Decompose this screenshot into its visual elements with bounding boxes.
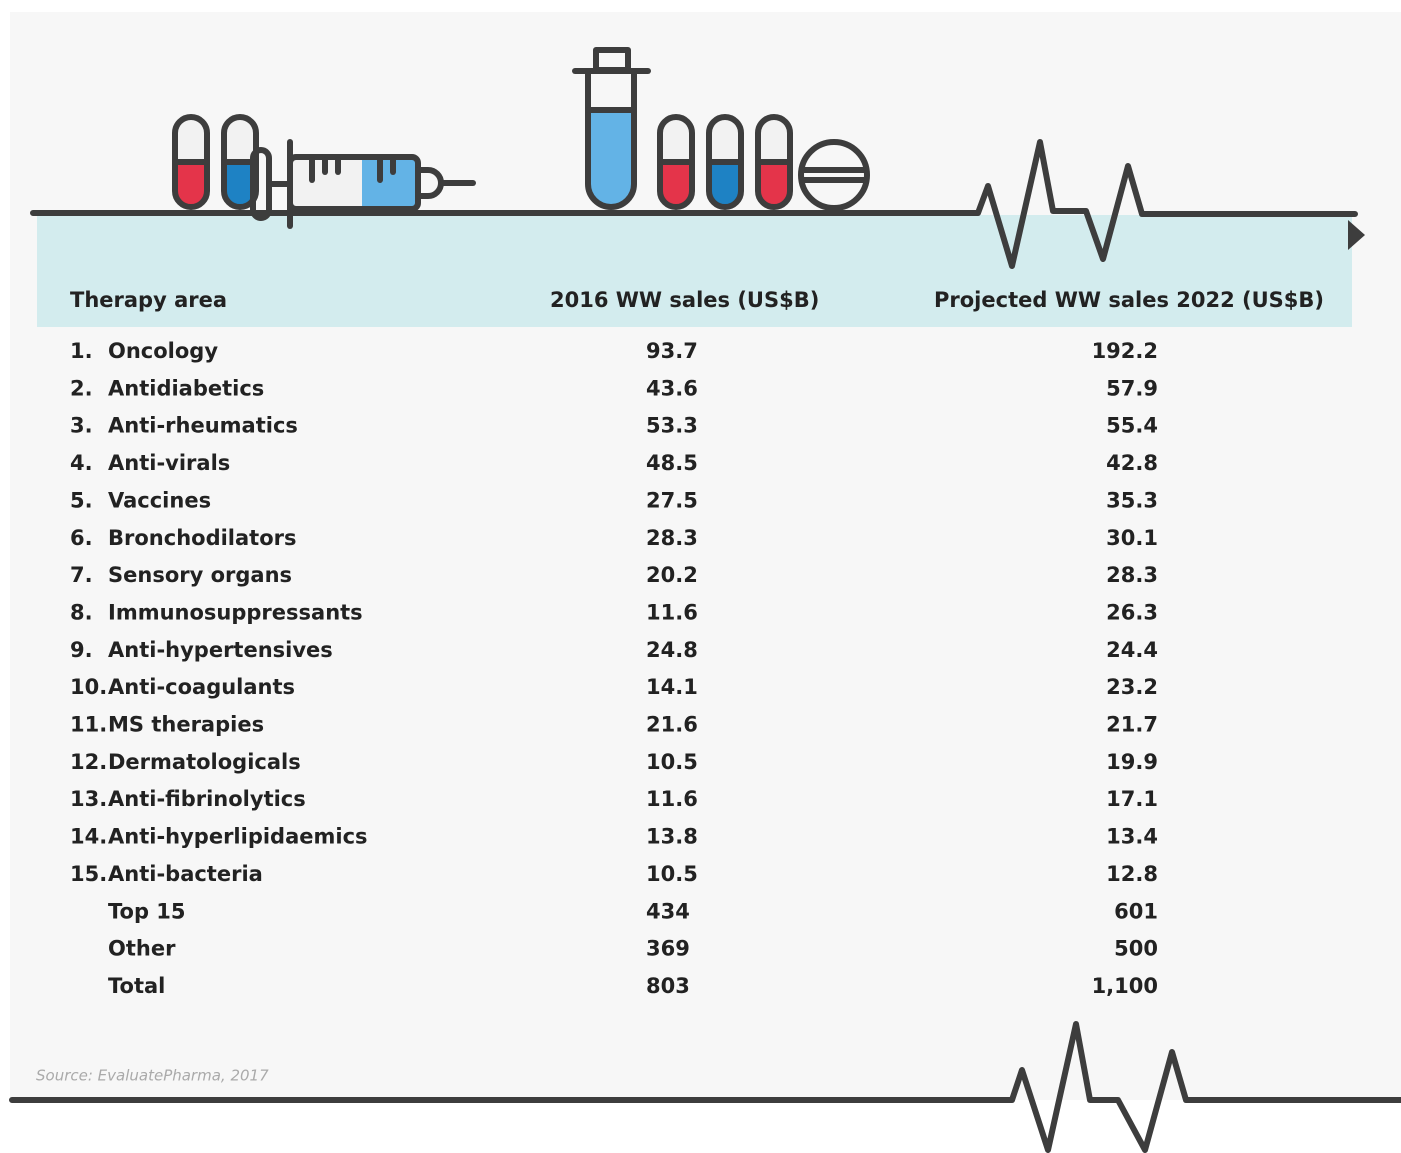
sales-2016: 28.3 (646, 526, 698, 550)
sales-2016: 14.1 (646, 675, 698, 699)
therapy-area: Antidiabetics (108, 376, 264, 400)
therapy-area: Anti-hyperlipidaemics (108, 825, 368, 849)
sales-2016: 20.2 (646, 563, 698, 587)
row-rank: 11. (70, 713, 107, 737)
row-rank: 5. (70, 488, 93, 512)
sales-2022: 17.1 (1106, 787, 1158, 811)
column-header: Projected WW sales 2022 (US$B) (934, 288, 1324, 312)
sales-2022: 500 (1114, 937, 1158, 961)
row-rank: 7. (70, 563, 93, 587)
sales-2016: 13.8 (646, 825, 698, 849)
therapy-area: Top 15 (108, 899, 186, 923)
sales-2016: 53.3 (646, 414, 698, 438)
therapy-area: Immunosuppressants (108, 600, 363, 624)
row-rank: 13. (70, 787, 107, 811)
row-rank: 10. (70, 675, 107, 699)
sales-2022: 192.2 (1092, 339, 1158, 363)
sales-2016: 21.6 (646, 713, 698, 737)
sales-2022: 23.2 (1106, 675, 1158, 699)
sales-2016: 11.6 (646, 787, 698, 811)
therapy-area: MS therapies (108, 713, 264, 737)
column-header: Therapy area (70, 288, 227, 312)
sales-2016: 48.5 (646, 451, 698, 475)
row-rank: 9. (70, 638, 93, 662)
sales-2016: 43.6 (646, 376, 698, 400)
therapy-area: Total (108, 974, 165, 998)
column-header: 2016 WW sales (US$B) (550, 288, 819, 312)
sales-2022: 1,100 (1092, 974, 1158, 998)
sales-2022: 19.9 (1106, 750, 1158, 774)
row-rank: 4. (70, 451, 93, 475)
row-rank: 6. (70, 526, 93, 550)
row-rank: 15. (70, 862, 107, 886)
row-rank: 1. (70, 339, 93, 363)
therapy-area: Oncology (108, 339, 218, 363)
sales-2022: 601 (1114, 899, 1158, 923)
sales-2016: 369 (646, 937, 690, 961)
row-rank: 14. (70, 825, 107, 849)
row-rank: 8. (70, 600, 93, 624)
therapy-area: Anti-hypertensives (108, 638, 333, 662)
therapy-area: Dermatologicals (108, 750, 301, 774)
sales-2016: 27.5 (646, 488, 698, 512)
sales-2022: 42.8 (1106, 451, 1158, 475)
sales-2016: 24.8 (646, 638, 698, 662)
sales-2022: 30.1 (1106, 526, 1158, 550)
therapy-area: Anti-fibrinolytics (108, 787, 306, 811)
sales-2022: 12.8 (1106, 862, 1158, 886)
sales-2022: 28.3 (1106, 563, 1158, 587)
sales-2022: 57.9 (1106, 376, 1158, 400)
therapy-area: Anti-virals (108, 451, 230, 475)
panel (10, 12, 1401, 1100)
sales-2022: 26.3 (1106, 600, 1158, 624)
sales-2016: 803 (646, 974, 690, 998)
therapy-area: Other (108, 937, 176, 961)
sales-2016: 93.7 (646, 339, 698, 363)
sales-2022: 21.7 (1106, 713, 1158, 737)
therapy-area: Anti-bacteria (108, 862, 263, 886)
therapy-area: Bronchodilators (108, 526, 297, 550)
sales-2022: 35.3 (1106, 488, 1158, 512)
sales-2022: 24.4 (1106, 638, 1158, 662)
therapy-area: Sensory organs (108, 563, 292, 587)
therapy-area: Anti-rheumatics (108, 414, 298, 438)
therapy-area: Anti-coagulants (108, 675, 295, 699)
row-rank: 3. (70, 414, 93, 438)
sales-2016: 10.5 (646, 862, 698, 886)
illustration (9, 47, 1401, 1153)
row-rank: 12. (70, 750, 107, 774)
row-rank: 2. (70, 376, 93, 400)
header-band (37, 215, 1352, 327)
sales-2022: 55.4 (1106, 414, 1158, 438)
therapy-area: Vaccines (108, 488, 211, 512)
sales-2016: 11.6 (646, 600, 698, 624)
sales-2016: 434 (646, 899, 690, 923)
sales-2016: 10.5 (646, 750, 698, 774)
sales-2022: 13.4 (1106, 825, 1158, 849)
source-note: Source: EvaluatePharma, 2017 (36, 1067, 269, 1085)
